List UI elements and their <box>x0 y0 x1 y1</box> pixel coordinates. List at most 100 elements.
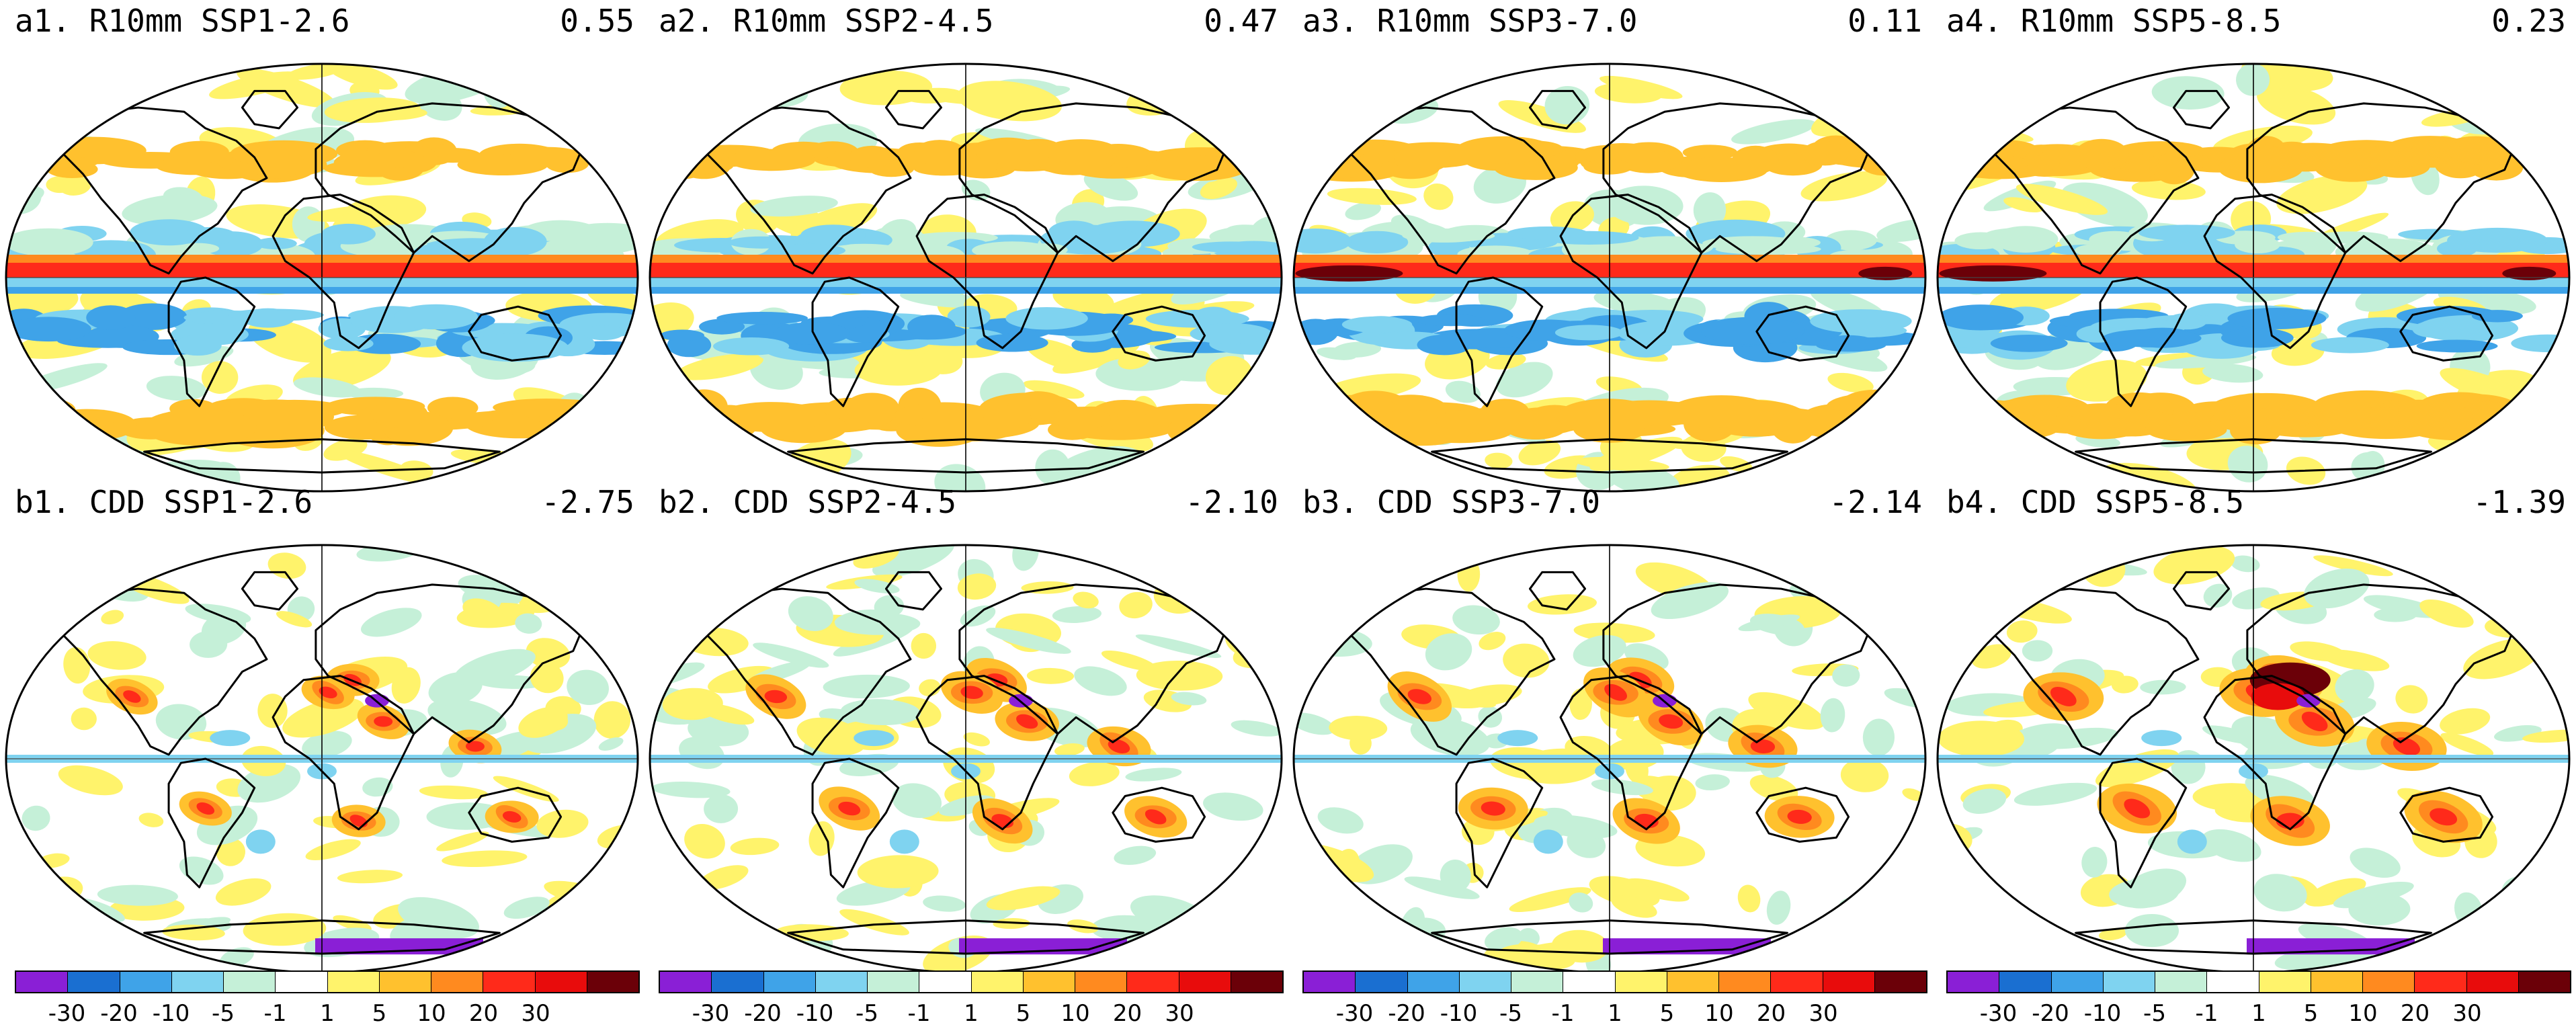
colorbar-swatch <box>1075 972 1128 992</box>
colorbar-swatch <box>763 972 816 992</box>
colorbar-tick-label: 20 <box>468 1000 499 1027</box>
colorbar-swatch <box>224 972 276 992</box>
robinson-map <box>1288 59 1931 496</box>
map-panel-a1: a1. R10mm SSP1-2.6 0.55 <box>0 0 644 497</box>
colorbar-tick-label: 20 <box>2400 1000 2430 1027</box>
map-svg <box>1936 63 2571 493</box>
colorbar-tick-label: 1 <box>2251 1000 2266 1027</box>
colorbar-swatch <box>1511 972 1564 992</box>
colorbar-tick-label: -20 <box>100 1000 138 1027</box>
colorbar-tick-label: 30 <box>1809 1000 1838 1027</box>
map-panel-a3: a3. R10mm SSP3-7.0 0.11 <box>1288 0 1931 497</box>
colorbar-swatch <box>1719 972 1772 992</box>
colorbar-swatch <box>2518 972 2570 992</box>
colorbar-tick-label: -5 <box>212 1000 235 1027</box>
colorbar-swatch <box>16 972 69 992</box>
colorbar-tick-label: -10 <box>2083 1000 2122 1027</box>
colorbar-tick-label: 1 <box>320 1000 335 1027</box>
panel-global-mean: -2.14 <box>1829 484 1922 520</box>
colorbar-swatch <box>68 972 120 992</box>
panel-title: b4. CDD SSP5-8.5 <box>1946 484 2245 520</box>
map-panel-a2: a2. R10mm SSP2-4.5 0.47 <box>644 0 1288 497</box>
colorbar-tick-label: -1 <box>2195 1000 2218 1027</box>
colorbar-swatch <box>483 972 536 992</box>
colorbar-tick-label: 30 <box>2452 1000 2482 1027</box>
map-svg <box>1292 63 1927 493</box>
colorbar-tick-label: -1 <box>907 1000 931 1027</box>
colorbar-tick-label: 30 <box>521 1000 550 1027</box>
colorbar-swatch <box>587 972 638 992</box>
colorbar-swatches <box>15 970 640 993</box>
colorbar-swatch <box>1999 972 2052 992</box>
map-panel-b1: b1. CDD SSP1-2.6 -2.75 <box>0 481 644 979</box>
colorbar-swatch <box>1948 972 2000 992</box>
colorbar-tick-label: -10 <box>796 1000 834 1027</box>
colorbar-swatch <box>120 972 172 992</box>
colorbar-swatch <box>2155 972 2208 992</box>
robinson-map <box>1931 540 2575 977</box>
colorbar-swatches <box>1302 970 1927 993</box>
colorbar: -30 -20 -10 -5 -1 1 5 10 20 30 <box>1302 970 1927 1035</box>
colorbar-tick-label: -1 <box>1551 1000 1575 1027</box>
panel-global-mean: 0.55 <box>560 3 634 39</box>
map-svg <box>1292 544 1927 974</box>
map-panel-b2: b2. CDD SSP2-4.5 -2.10 <box>644 481 1288 979</box>
robinson-map <box>1931 59 2575 496</box>
panel-title: a1. R10mm SSP1-2.6 <box>15 3 350 39</box>
colorbar-tick-label: -20 <box>2032 1000 2069 1027</box>
colorbar-tick-label: 1 <box>1608 1000 1622 1027</box>
colorbar-swatch <box>815 972 868 992</box>
colorbar-tick-label: -10 <box>152 1000 190 1027</box>
map-svg <box>5 63 639 493</box>
colorbar-tick-label: 20 <box>1112 1000 1142 1027</box>
colorbar-swatch <box>712 972 764 992</box>
colorbar-tick-label: 10 <box>1704 1000 1734 1027</box>
colorbar-swatch <box>2415 972 2467 992</box>
colorbar-tick-label: -30 <box>1979 1000 2018 1027</box>
colorbar-tick-label: -10 <box>1440 1000 1478 1027</box>
colorbar-tick-label: -30 <box>1335 1000 1374 1027</box>
colorbar-swatch <box>379 972 431 992</box>
colorbar-swatch <box>431 972 484 992</box>
colorbar-swatch <box>1874 972 1926 992</box>
robinson-map <box>0 59 644 496</box>
colorbar-tick-label: 5 <box>1015 1000 1031 1027</box>
colorbar-tick-label: 5 <box>372 1000 387 1027</box>
panel-title: a2. R10mm SSP2-4.5 <box>659 3 994 39</box>
panel-global-mean: 0.23 <box>2491 3 2566 39</box>
robinson-map <box>1288 540 1931 977</box>
colorbar-tick-label: -1 <box>263 1000 287 1027</box>
panel-title: a4. R10mm SSP5-8.5 <box>1946 3 2282 39</box>
panel-title: b1. CDD SSP1-2.6 <box>15 484 313 520</box>
colorbar-swatch <box>1771 972 1823 992</box>
panel-title: b2. CDD SSP2-4.5 <box>659 484 957 520</box>
colorbar-swatch <box>276 972 328 992</box>
colorbar-tick-label: -20 <box>744 1000 782 1027</box>
map-panel-b4: b4. CDD SSP5-8.5 -1.39 <box>1931 481 2575 979</box>
colorbar-swatch <box>1407 972 1460 992</box>
panel-global-mean: -2.75 <box>541 484 634 520</box>
panel-global-mean: -1.39 <box>2473 484 2566 520</box>
colorbar-swatch <box>1023 972 1075 992</box>
colorbar-tick-label: -5 <box>1499 1000 1522 1027</box>
panel-title: a3. R10mm SSP3-7.0 <box>1302 3 1638 39</box>
map-svg <box>1936 544 2571 974</box>
colorbar-tick-label: 1 <box>964 1000 979 1027</box>
panel-global-mean: -2.10 <box>1185 484 1278 520</box>
map-svg <box>649 63 1283 493</box>
colorbar-tick-label: 10 <box>1061 1000 1090 1027</box>
colorbar-swatches <box>659 970 1284 993</box>
map-panel-b3: b3. CDD SSP3-7.0 -2.14 <box>1288 481 1931 979</box>
colorbar-swatch <box>1459 972 1511 992</box>
colorbar-swatch <box>660 972 712 992</box>
colorbar: -30 -20 -10 -5 -1 1 5 10 20 30 <box>659 970 1284 1035</box>
colorbar-swatch <box>971 972 1024 992</box>
colorbar-swatch <box>868 972 920 992</box>
colorbar-swatch <box>1304 972 1356 992</box>
colorbar-swatch <box>1667 972 1719 992</box>
colorbar-tick-label: 10 <box>2348 1000 2378 1027</box>
colorbar: -30 -20 -10 -5 -1 1 5 10 20 30 <box>1946 970 2571 1035</box>
colorbar-swatch <box>2259 972 2311 992</box>
colorbar-swatch <box>1179 972 1231 992</box>
colorbar-swatch <box>1563 972 1616 992</box>
